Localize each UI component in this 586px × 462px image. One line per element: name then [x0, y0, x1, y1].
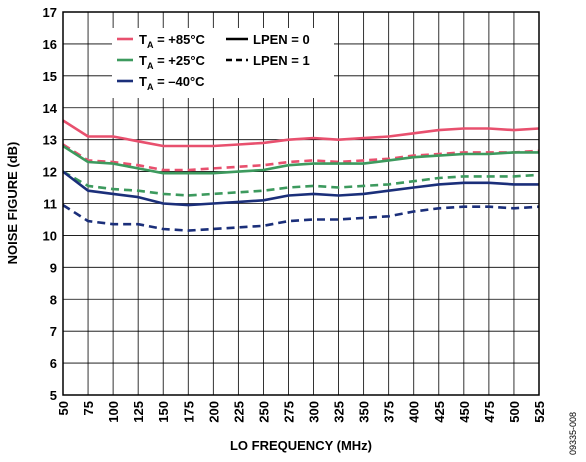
x-tick-label: 275 [281, 401, 296, 423]
legend-background [112, 28, 334, 98]
y-tick-label: 5 [50, 388, 57, 403]
y-tick-label: 10 [43, 228, 57, 243]
x-tick-label: 450 [457, 401, 472, 423]
x-tick-label: 150 [156, 401, 171, 423]
x-tick-label: 425 [432, 401, 447, 423]
y-tick-label: 15 [43, 69, 57, 84]
figure-id: 09335-008 [568, 412, 578, 455]
plot-frame [62, 11, 540, 396]
x-tick-label: 475 [482, 401, 497, 423]
x-tick-label: 525 [532, 401, 547, 423]
x-tick-label: 300 [307, 401, 322, 423]
x-tick-label: 350 [357, 401, 372, 423]
x-tick-label: 325 [332, 401, 347, 423]
y-tick-label: 7 [50, 324, 57, 339]
x-tick-label: 500 [507, 401, 522, 423]
y-tick-labels: 5 6 7 8 9 10 11 12 13 14 15 16 17 [43, 5, 58, 403]
series-line [62, 204, 540, 232]
y-tick-label: 6 [50, 356, 57, 371]
x-tick-label: 50 [56, 401, 71, 415]
y-tick-label: 12 [43, 165, 57, 180]
legend-mode-label: LPEN = 1 [253, 53, 310, 68]
series-group [62, 119, 540, 232]
x-tick-label: 375 [382, 401, 397, 423]
series-line [62, 170, 539, 207]
series-line [62, 119, 540, 148]
y-tick-label: 9 [50, 260, 57, 275]
x-tick-label: 225 [231, 401, 246, 423]
y-tick-label: 8 [50, 292, 57, 307]
x-tick-label: 250 [256, 401, 271, 423]
legend-mode-label: LPEN = 0 [253, 32, 310, 47]
y-tick-label: 13 [43, 133, 57, 148]
x-tick-label: 100 [106, 401, 121, 423]
x-axis-title: LO FREQUENCY (MHz) [230, 438, 372, 453]
series-line [62, 170, 540, 197]
legend: TA = +85°C TA = +25°C TA = –40°C LPEN = 0 LP… [112, 28, 334, 98]
series-line [62, 143, 540, 172]
x-tick-label: 200 [206, 401, 221, 423]
x-tick-label: 125 [131, 401, 146, 423]
legend-temperature-label: TA = +85°C [139, 32, 206, 50]
y-tick-label: 11 [43, 197, 57, 212]
y-tick-label: 16 [43, 37, 57, 52]
series-line [62, 144, 539, 175]
legend-temperature-label: TA = +25°C [139, 53, 206, 71]
legend-temperature-label: TA = –40°C [139, 74, 205, 92]
x-tick-labels: 50 75 100 125 150 175 200 225 250 275 300 325 350 375… [56, 401, 547, 423]
y-tick-label: 17 [43, 5, 57, 20]
x-tick-label: 175 [181, 401, 196, 423]
x-tick-label: 400 [407, 401, 422, 423]
y-axis-title: NOISE FIGURE (dB) [5, 142, 20, 265]
x-tick-label: 75 [81, 401, 96, 415]
y-tick-label: 14 [43, 101, 58, 116]
